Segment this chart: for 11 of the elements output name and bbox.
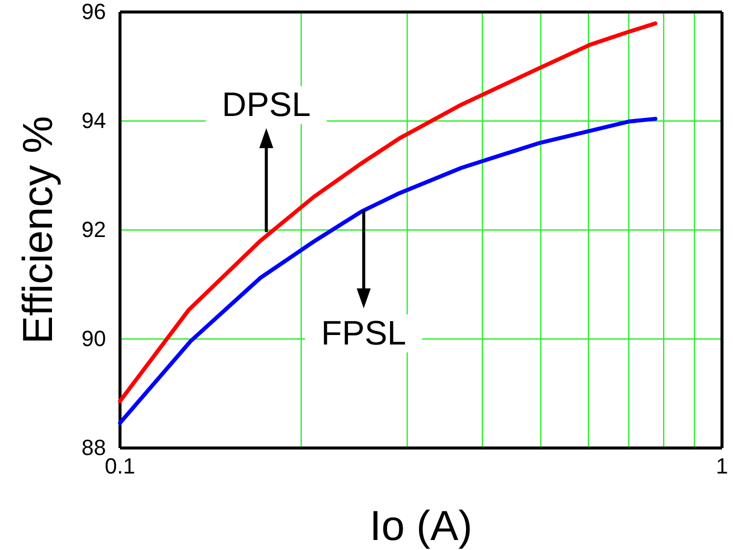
y-tick-label: 90	[82, 326, 106, 352]
y-tick-label: 88	[82, 435, 106, 460]
y-tick-label: 92	[82, 217, 106, 242]
x-tick-label: 1	[716, 454, 728, 479]
x-tick-label: 0.1	[104, 454, 136, 479]
annotation: DPSL	[222, 86, 311, 124]
y-axis-title: Efficiency %	[14, 116, 61, 344]
x-axis-title: Io (A)	[370, 502, 472, 549]
y-tick-label: 96	[82, 0, 106, 24]
y-tick-label: 94	[82, 108, 106, 134]
annotation: FPSL	[321, 314, 406, 352]
